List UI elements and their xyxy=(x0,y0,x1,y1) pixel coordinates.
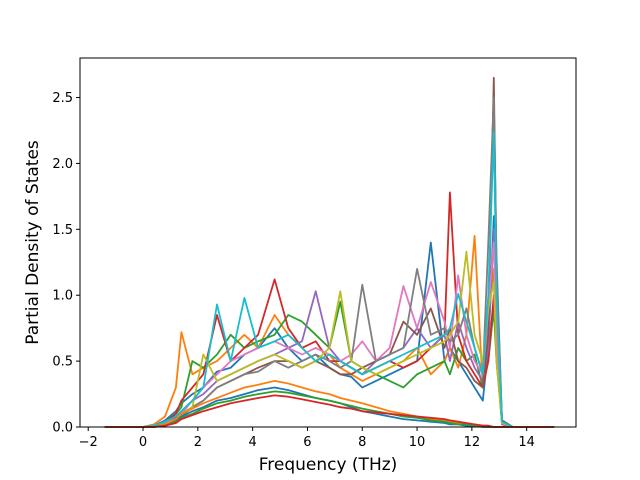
x-tick-label: 12 xyxy=(464,435,481,450)
y-axis-ticks: 0.0 0.5 1.0 1.5 2.0 2.5 xyxy=(52,91,80,436)
x-axis-label: Frequency (THz) xyxy=(259,455,398,475)
x-tick-label: 0 xyxy=(139,435,147,450)
plot-frame xyxy=(79,57,577,428)
x-axis-ticks: −2 0 2 4 6 8 10 12 14 xyxy=(79,427,535,450)
series-line-14 xyxy=(104,394,555,428)
series-line-1 xyxy=(104,215,555,428)
x-tick-label: 6 xyxy=(303,435,311,450)
x-tick-label: −2 xyxy=(79,435,98,450)
y-tick-label: 1.5 xyxy=(52,223,73,238)
y-tick-label: 1.0 xyxy=(52,289,73,304)
y-axis-label: Partial Density of States xyxy=(23,140,43,345)
y-tick-label: 2.0 xyxy=(52,157,73,172)
y-tick-label: 0.5 xyxy=(52,355,73,370)
y-tick-label: 2.5 xyxy=(52,91,73,106)
x-tick-label: 14 xyxy=(518,435,535,450)
x-tick-label: 4 xyxy=(249,435,257,450)
x-tick-label: 8 xyxy=(358,435,366,450)
series-line-10 xyxy=(104,130,555,428)
y-tick-label: 0.0 xyxy=(52,421,73,436)
x-tick-label: 10 xyxy=(409,435,426,450)
x-tick-label: 2 xyxy=(194,435,202,450)
